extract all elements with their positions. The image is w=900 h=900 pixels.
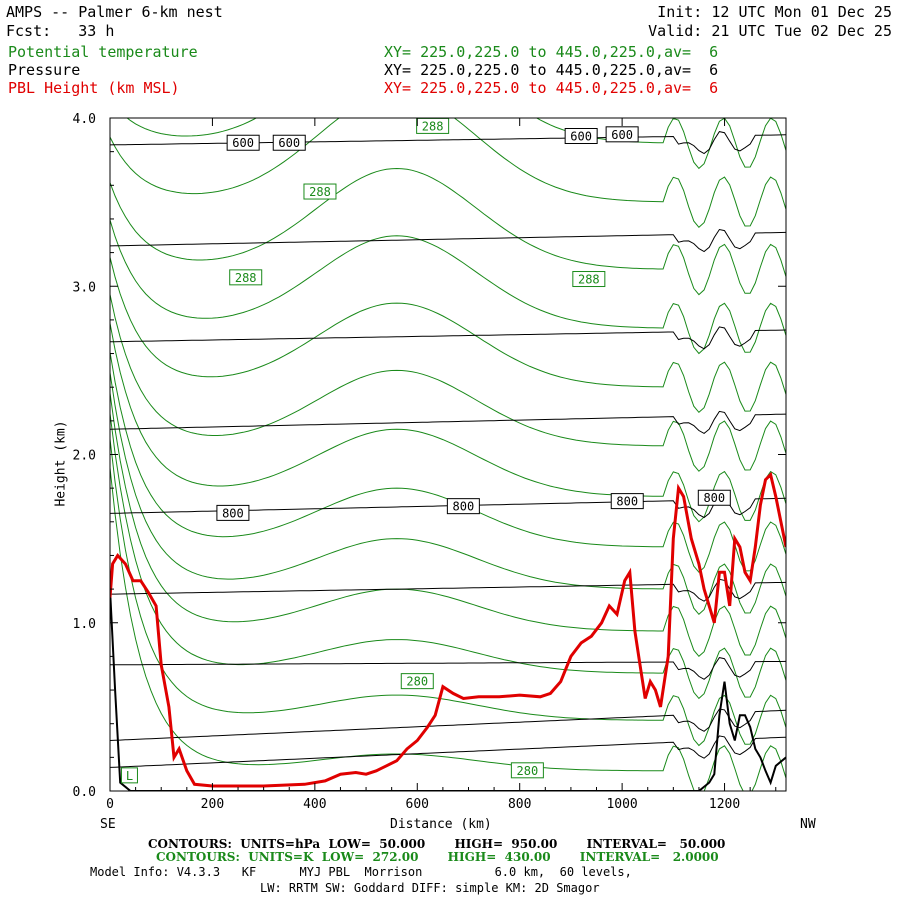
potential-temperature-contours (110, 118, 786, 791)
pressure-isobar (110, 326, 786, 350)
x-axis-label: Distance (km) (390, 817, 492, 832)
pressure-label: 600 (278, 136, 300, 150)
pressure-label-box (446, 498, 480, 515)
field-xy-pressure: XY= 225.0,225.0 to 445.0,225.0,av= 6 (384, 61, 719, 79)
contour-labels: 600 600 600 600 800 800 800 800 288 288 288 288 280 2… (120, 117, 731, 784)
footer-contours-theta: CONTOURS: UNITS=K LOW= 272.00 HIGH= 430.… (156, 850, 719, 864)
theta-isentrope (110, 413, 786, 700)
field-xy-theta: XY= 225.0,225.0 to 445.0,225.0,av= 6 (384, 43, 719, 61)
pressure-label-box (272, 134, 306, 151)
y-tick-label: 3.0 (73, 280, 96, 295)
pressure-label-box (697, 489, 731, 506)
y-tick-label: 1.0 (73, 617, 96, 632)
pressure-isobar (110, 410, 786, 435)
pressure-isobar (110, 657, 786, 680)
pressure-isobar (110, 708, 786, 741)
theta-label: 288 (235, 271, 257, 285)
pressure-isobar (110, 578, 786, 602)
terrain-profile (110, 589, 786, 791)
field-xy-pbl: XY= 225.0,225.0 to 445.0,225.0,av= 6 (384, 79, 719, 97)
x-tick-label: 1000 (606, 797, 637, 812)
pressure-label: 800 (616, 495, 638, 509)
terrain-line (110, 589, 786, 791)
theta-label: 288 (578, 273, 600, 287)
theta-isentrope (110, 118, 786, 229)
theta-label-box (400, 673, 434, 690)
y-tick-label: 0.0 (73, 785, 96, 800)
theta-isentrope (110, 257, 786, 414)
pressure-label: 800 (703, 491, 725, 505)
x-tick-label: 0 (106, 797, 114, 812)
axis-end-nw: NW (800, 817, 816, 832)
theta-isentrope (110, 294, 786, 472)
axis-ticks (109, 117, 786, 792)
pressure-isobar (110, 228, 786, 253)
footer-physics: LW: RRTM SW: Goddard DIFF: simple KM: 2D… (260, 881, 600, 895)
theta-label: 288 (422, 119, 444, 133)
pressure-label: 600 (570, 130, 592, 144)
pressure-label-box (216, 504, 250, 521)
pbl-height-line (110, 471, 786, 788)
theta-isentrope (110, 323, 786, 523)
theta-label-box (120, 767, 138, 784)
axis-end-se: SE (100, 817, 116, 832)
theta-isentrope (110, 167, 786, 296)
pressure-label-box (610, 493, 644, 510)
pressure-contours (110, 131, 786, 768)
x-tick-label: 600 (406, 797, 429, 812)
x-tick-label: 800 (508, 797, 531, 812)
init-time: Init: 12 UTC Mon 01 Dec 25 (657, 3, 892, 21)
theta-label-box (572, 271, 606, 288)
theta-label-box (303, 183, 337, 200)
pressure-label-box (564, 128, 598, 145)
forecast-hour: Fcst: 33 h (6, 22, 115, 40)
axis-tick-labels: 0 200 400 600 800 1000 1200 0.0 1.0 2.0 3.0 4.0 (73, 112, 741, 812)
pressure-label: 600 (232, 136, 254, 150)
theta-isentrope (110, 372, 786, 616)
x-tick-label: 400 (303, 797, 326, 812)
y-tick-label: 2.0 (73, 449, 96, 464)
theta-label: 288 (309, 185, 331, 199)
pressure-label: 800 (222, 506, 244, 520)
field-name-pressure: Pressure (8, 61, 81, 79)
pressure-label: 600 (611, 128, 633, 142)
pbl-height-series (110, 471, 786, 788)
y-tick-label: 4.0 (73, 112, 96, 127)
pressure-isobar (110, 131, 786, 155)
theta-isentrope (110, 467, 786, 791)
theta-isentrope (110, 393, 786, 658)
valid-time: Valid: 21 UTC Tue 02 Dec 25 (648, 22, 892, 40)
chart-title: AMPS -- Palmer 6-km nest (6, 3, 223, 21)
theta-isentrope (126, 118, 786, 170)
theta-label: 280 (517, 764, 539, 778)
pressure-isobar (110, 735, 786, 768)
theta-isentrope (110, 439, 786, 747)
x-tick-label: 1200 (709, 797, 740, 812)
theta-label-box (510, 762, 544, 779)
footer-contours-pressure: CONTOURS: UNITS=hPa LOW= 50.000 HIGH= 95… (148, 837, 726, 851)
theta-isentrope (110, 219, 786, 355)
theta-label: L (126, 769, 133, 783)
field-name-pbl: PBL Height (km MSL) (8, 79, 180, 97)
theta-label: 280 (406, 675, 428, 689)
footer-model-info: Model Info: V4.3.3 KF MYJ PBL Morrison 6… (90, 865, 632, 879)
y-axis-label: Height (km) (53, 420, 69, 507)
pressure-label-box (226, 134, 260, 151)
theta-label-box (229, 269, 263, 286)
x-tick-label: 200 (201, 797, 224, 812)
pressure-label-box (605, 126, 639, 143)
field-name-theta: Potential temperature (8, 43, 198, 61)
theta-isentrope (110, 352, 786, 573)
pressure-label: 800 (453, 500, 475, 514)
